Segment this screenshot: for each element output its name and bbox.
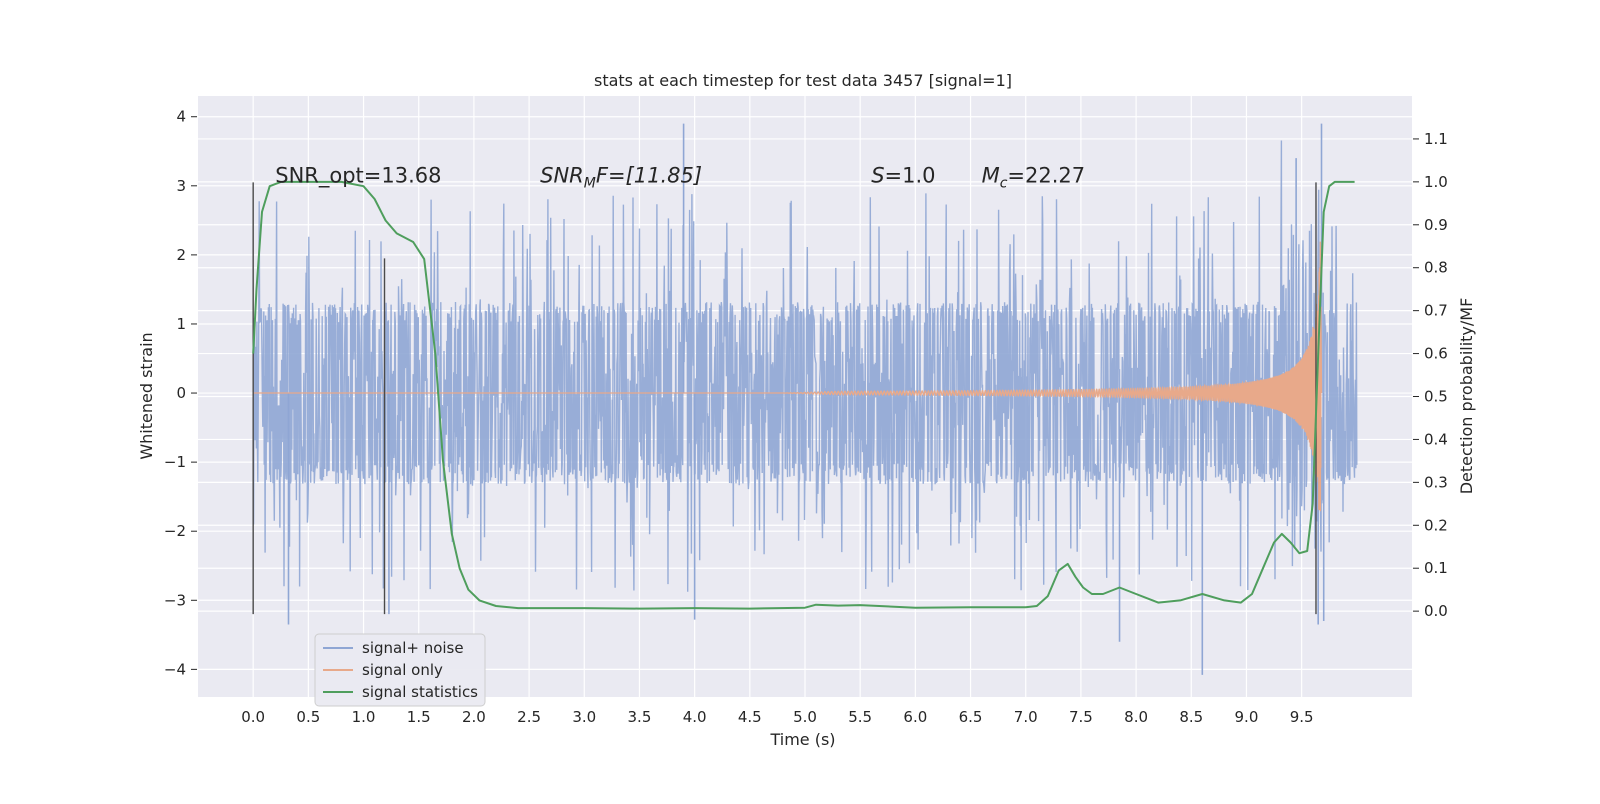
annotation-suffix: F=[11.85] (596, 163, 702, 187)
x-tick-label: 0.5 (296, 708, 320, 726)
x-tick-label: 0.0 (241, 708, 265, 726)
x-tick-label: 4.5 (738, 708, 762, 726)
right-tick-label: 0.3 (1424, 473, 1448, 491)
x-axis-ticks: 0.0 0.5 1.0 1.5 2.0 2.5 3.0 3.5 4.0 4.5 5.0 5.5 6.0 6… (241, 708, 1313, 726)
y-tick-label: 2 (176, 246, 186, 264)
y-axis-label: Whitened strain (137, 332, 156, 459)
y-tick-label: −3 (164, 591, 186, 609)
annotation-suffix: =22.27 (1007, 163, 1085, 187)
series-signal-only (253, 241, 1323, 512)
right-tick-label: 0.8 (1424, 259, 1448, 277)
annotations: SNR_opt=13.68 SNRMF=[11.85] S=1.0 Mc=22.27 (275, 163, 1085, 191)
annotation-subscript: c (1000, 175, 1008, 191)
annotation-main: SNR_opt=13.68 (275, 163, 441, 188)
x-tick-label: 5.5 (848, 708, 872, 726)
x-axis-label: Time (s) (769, 730, 835, 749)
x-tick-label: 9.5 (1290, 708, 1314, 726)
statistic-line (252, 180, 1355, 610)
x-tick-label: 5.0 (793, 708, 817, 726)
right-tick-label: 0.6 (1424, 345, 1448, 363)
legend-label: signal only (362, 661, 443, 679)
annotation-main: SNR (540, 163, 584, 187)
right-tick-label: 1.1 (1424, 130, 1448, 148)
x-tick-label: 8.5 (1179, 708, 1203, 726)
annotation-suffix: =1.0 (885, 163, 936, 187)
right-tick-label: 1.0 (1424, 173, 1448, 191)
annotation: SNR_opt=13.68 (275, 163, 441, 188)
annotation: S=1.0 (871, 163, 935, 187)
legend-box (314, 633, 486, 707)
chart-title: stats at each timestep for test data 345… (594, 71, 1012, 90)
right-tick-label: 0.9 (1424, 216, 1448, 234)
right-tick-label: 0.7 (1424, 302, 1448, 320)
right-tick-label: 0.5 (1424, 388, 1448, 406)
legend-label: signal+ noise (362, 639, 464, 657)
y-tick-label: 1 (176, 315, 186, 333)
y-tick-label: −4 (164, 660, 186, 678)
x-tick-label: 2.5 (517, 708, 541, 726)
y-axis-ticks: −4 −3 −2 −1 0 1 2 3 4 (164, 108, 197, 678)
x-tick-label: 4.0 (683, 708, 707, 726)
x-tick-label: 8.0 (1124, 708, 1148, 726)
x-tick-label: 1.5 (407, 708, 431, 726)
right-axis-ticks: 0.0 0.1 0.2 0.3 0.4 0.5 0.6 0.7 0.8 0.9 1.0 1.1 (1413, 130, 1448, 620)
right-axis-label: Detection probability/MF (1457, 298, 1476, 495)
annotation-main: S (871, 163, 884, 187)
x-tick-label: 6.0 (903, 708, 927, 726)
right-tick-label: 0.4 (1424, 430, 1448, 448)
x-tick-label: 9.0 (1235, 708, 1259, 726)
right-tick-label: 0.2 (1424, 516, 1448, 534)
y-tick-label: −2 (164, 522, 186, 540)
x-tick-label: 3.5 (628, 708, 652, 726)
y-tick-label: −1 (164, 453, 186, 471)
x-tick-label: 7.5 (1069, 708, 1093, 726)
right-tick-label: 0.1 (1424, 559, 1448, 577)
x-tick-label: 6.5 (959, 708, 983, 726)
y-tick-label: 0 (176, 384, 186, 402)
legend: signal+ noise signal only signal statistic… (314, 633, 486, 707)
x-tick-label: 2.0 (462, 708, 486, 726)
annotation-main: M (982, 163, 1000, 187)
legend-label: signal statistics (362, 683, 478, 701)
annotation: SNRMF=[11.85] (540, 163, 702, 191)
annotation: Mc=22.27 (982, 163, 1086, 191)
x-tick-label: 3.0 (572, 708, 596, 726)
series-signal-statistics (252, 180, 1355, 610)
y-tick-label: 3 (176, 177, 186, 195)
annotation-subscript: M (584, 175, 596, 191)
right-tick-label: 0.0 (1424, 602, 1448, 620)
y-tick-label: 4 (176, 108, 186, 126)
x-tick-label: 7.0 (1014, 708, 1038, 726)
x-tick-label: 1.0 (352, 708, 376, 726)
signal-trace (253, 241, 1323, 512)
